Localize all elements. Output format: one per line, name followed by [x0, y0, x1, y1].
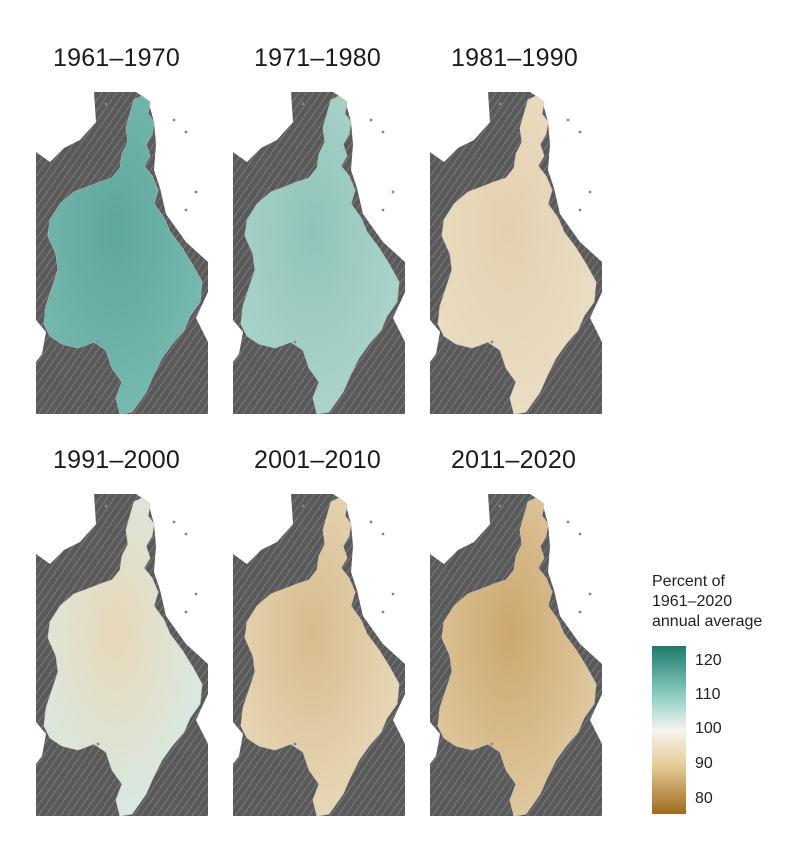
sea-area [233, 320, 243, 362]
legend-title: Percent of 1961–2020 annual average [652, 572, 762, 632]
sea-area [590, 292, 602, 342]
island-dot [490, 340, 494, 344]
sea-area [196, 694, 208, 744]
island-dot [301, 504, 305, 508]
rainfall-anomaly-fill [44, 96, 202, 414]
map-panel-1971-1980 [233, 92, 405, 414]
rainfall-anomaly-fill [438, 96, 596, 414]
island-dot [578, 610, 582, 614]
sea-area [36, 92, 208, 262]
legend-tick-100: 100 [695, 720, 722, 737]
legend-title-line-3: annual average [652, 613, 763, 630]
sea-area [233, 722, 243, 764]
map-svg [233, 494, 405, 816]
sea-area [233, 92, 405, 262]
island-dot [381, 208, 385, 212]
panel-title-2011-2020: 2011–2020 [451, 446, 577, 474]
island-dot [172, 118, 176, 122]
legend-color-bar [652, 646, 686, 814]
panel-title-1961-1970: 1961–1970 [53, 44, 180, 72]
island-dot [566, 118, 570, 122]
map-svg [36, 92, 208, 414]
sea-area [196, 292, 208, 342]
island-dot [391, 592, 395, 596]
sea-area [590, 694, 602, 744]
map-panel-2001-2010 [233, 494, 405, 816]
island-dot [184, 208, 188, 212]
island-dot [104, 504, 108, 508]
sea-area [430, 722, 440, 764]
panel-title-2001-2010: 2001–2010 [254, 446, 381, 474]
island-dot [490, 742, 494, 746]
island-dot [391, 190, 395, 194]
island-dot [172, 520, 176, 524]
sea-area [430, 320, 440, 362]
sea-area [36, 722, 46, 764]
rainfall-anomaly-fill [241, 498, 399, 816]
island-dot [301, 102, 305, 106]
island-dot [184, 532, 188, 536]
island-dot [578, 208, 582, 212]
sea-area [430, 494, 602, 664]
rainfall-anomaly-fill [241, 96, 399, 414]
island-dot [381, 532, 385, 536]
map-svg [36, 494, 208, 816]
map-svg [430, 494, 602, 816]
island-dot [184, 130, 188, 134]
legend-title-line-2: 1961–2020 [652, 593, 733, 610]
island-dot [578, 130, 582, 134]
legend-tick-120: 120 [695, 652, 722, 669]
sea-area [393, 694, 405, 744]
sea-area [430, 92, 602, 262]
island-dot [578, 532, 582, 536]
island-dot [96, 340, 100, 344]
rainfall-anomaly-fill [44, 498, 202, 816]
island-dot [184, 610, 188, 614]
panel-title-1981-1990: 1981–1990 [451, 44, 578, 72]
sea-area [393, 292, 405, 342]
island-dot [566, 520, 570, 524]
map-panel-2011-2020 [430, 494, 602, 816]
panel-title-1971-1980: 1971–1980 [254, 44, 381, 72]
map-svg [430, 92, 602, 414]
legend-tick-110: 110 [695, 686, 721, 703]
legend-title-line-1: Percent of [652, 573, 725, 590]
map-panel-1991-2000 [36, 494, 208, 816]
sea-area [36, 320, 46, 362]
island-dot [293, 340, 297, 344]
legend-tick-80: 80 [695, 790, 713, 807]
island-dot [381, 610, 385, 614]
map-panel-1981-1990 [430, 92, 602, 414]
island-dot [96, 742, 100, 746]
island-dot [498, 504, 502, 508]
island-dot [498, 102, 502, 106]
island-dot [381, 130, 385, 134]
map-panel-1961-1970 [36, 92, 208, 414]
sea-area [233, 494, 405, 664]
island-dot [369, 520, 373, 524]
island-dot [369, 118, 373, 122]
rainfall-anomaly-fill [438, 498, 596, 816]
map-svg [233, 92, 405, 414]
sea-area [36, 494, 208, 664]
island-dot [588, 592, 592, 596]
island-dot [588, 190, 592, 194]
island-dot [194, 190, 198, 194]
island-dot [293, 742, 297, 746]
island-dot [194, 592, 198, 596]
panel-title-1991-2000: 1991–2000 [53, 446, 180, 474]
island-dot [104, 102, 108, 106]
legend-tick-90: 90 [695, 755, 713, 772]
